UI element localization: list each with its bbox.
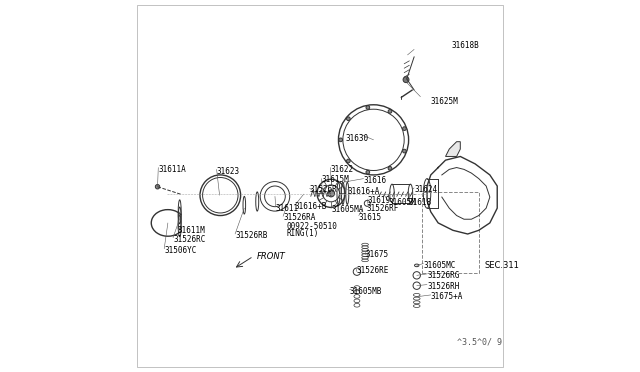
Text: 31622: 31622 [330,165,353,174]
Circle shape [366,170,370,174]
Text: 31619: 31619 [368,196,391,205]
Text: 31623: 31623 [216,167,240,176]
Text: 31605M: 31605M [388,198,416,207]
Circle shape [403,149,406,153]
Text: 31605MC: 31605MC [424,261,456,270]
FancyBboxPatch shape [137,5,503,367]
Text: 31618: 31618 [408,198,432,207]
Circle shape [328,190,335,197]
Circle shape [346,159,350,163]
Circle shape [388,109,392,113]
Text: 31616+A: 31616+A [348,187,380,196]
Circle shape [346,117,350,121]
Text: 31506YC: 31506YC [164,246,196,255]
Text: SEC.311: SEC.311 [484,261,519,270]
Text: 31526RH: 31526RH [427,282,460,291]
Text: 31615M: 31615M [321,175,349,184]
Polygon shape [445,142,460,157]
Text: 31616+B: 31616+B [295,202,327,211]
Text: 31605MB: 31605MB [349,287,382,296]
Circle shape [388,166,392,170]
Text: 31675+A: 31675+A [431,292,463,301]
Text: 31526RA: 31526RA [283,213,316,222]
Text: 31618B: 31618B [451,41,479,50]
Text: 31526RG: 31526RG [427,271,460,280]
Text: ^3.5^0/ 9: ^3.5^0/ 9 [456,338,502,347]
Text: 31611M: 31611M [178,226,205,235]
Text: 31526RB: 31526RB [235,231,268,240]
Text: 31526RE: 31526RE [356,266,388,275]
Text: 31625M: 31625M [431,97,458,106]
Text: 31526R: 31526R [310,185,337,194]
Text: 31624: 31624 [414,185,437,194]
Text: 31675: 31675 [365,250,388,259]
Text: 31630: 31630 [346,134,369,142]
Text: 31611: 31611 [276,203,299,213]
Text: RING(1): RING(1) [286,230,319,238]
Text: 31616: 31616 [364,176,387,185]
Text: 31526RF: 31526RF [366,203,399,213]
Circle shape [403,127,406,131]
Text: FRONT: FRONT [257,252,286,262]
Circle shape [366,106,370,109]
Text: 31605MA: 31605MA [331,205,364,215]
Circle shape [403,77,409,83]
Text: 31615: 31615 [359,213,382,222]
Text: 31526RC: 31526RC [173,235,205,244]
Text: 31611A: 31611A [158,165,186,174]
Circle shape [339,138,342,142]
Circle shape [156,185,160,189]
Text: 00922-50510: 00922-50510 [286,222,337,231]
